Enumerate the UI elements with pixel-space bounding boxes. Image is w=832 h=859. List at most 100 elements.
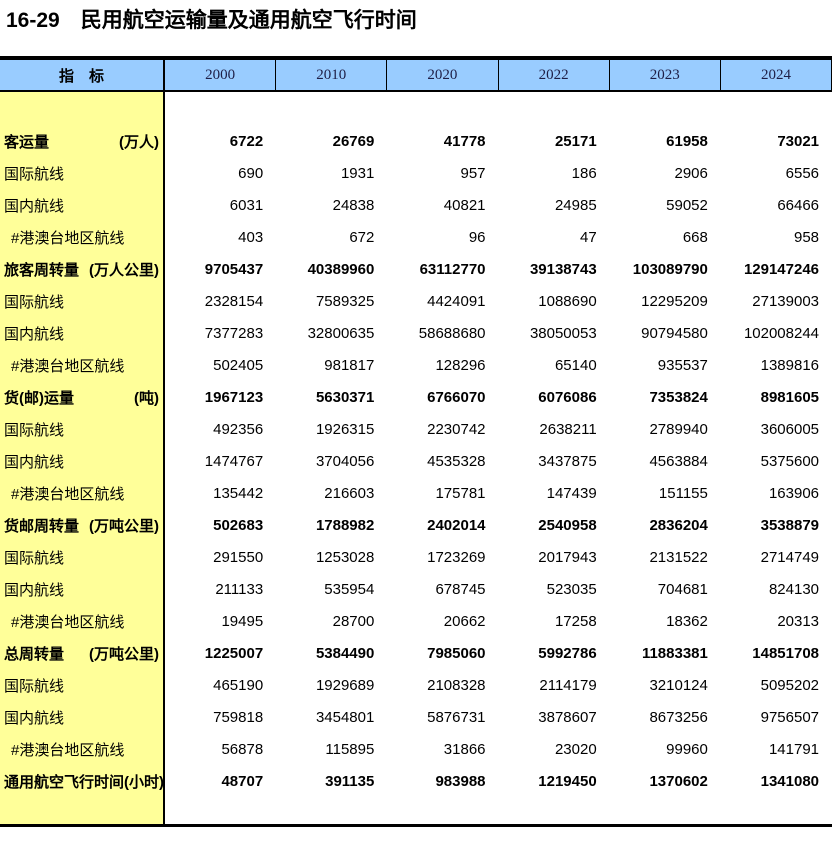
value-cell: 141791 [768,740,820,758]
value-cell: 115895 [325,740,375,758]
table-row: 国内航线 6031 24838 40821 24985 59052 66466 [0,189,832,221]
row-label-cell: #港澳台地区航线 [0,611,165,632]
value-cell: 5095202 [760,676,820,694]
value-cell: 7377283 [204,324,264,342]
row-label-cell: 国际航线 [0,675,165,696]
table-row: 国际航线 291550 1253028 1723269 2017943 2131522 27… [0,541,832,573]
value-cell: 824130 [768,580,820,598]
value-cell: 4424091 [427,292,486,310]
row-label: #港澳台地区航线 [11,229,125,247]
value-cell: 2906 [674,164,708,182]
value-cell: 24985 [554,196,597,214]
value-cell: 58688680 [418,324,486,342]
indicator-column-header: 指 标 [0,60,165,90]
value-cell: 1088690 [538,292,597,310]
value-cell: 1929689 [315,676,375,694]
value-cell: 935537 [657,356,708,374]
value-cell: 2328154 [204,292,264,310]
row-unit: (万人公里) [89,261,159,279]
page-title: 16-29 民用航空运输量及通用航空飞行时间 [6,9,417,32]
value-cell: 502683 [213,516,264,534]
value-cell: 2402014 [427,516,486,534]
value-cell: 216603 [324,484,375,502]
value-cell: 128296 [435,356,486,374]
value-cell: 690 [238,164,264,182]
value-cell: 492356 [213,420,264,438]
value-cell: 38050053 [529,324,597,342]
row-label: 国内航线 [4,581,65,599]
value-cell: 211133 [215,580,264,598]
value-cell: 103089790 [632,260,708,278]
value-cell: 3606005 [760,420,820,438]
table-row: #港澳台地区航线 403 672 96 47 668 958 [0,221,832,253]
value-cell: 4535328 [427,452,486,470]
value-cell: 668 [682,228,708,246]
value-cell: 20313 [777,612,820,630]
table-body: 客运量 (万人) 6722 26769 41778 25171 61958 73021 国际航线… [0,92,832,827]
row-label: #港澳台地区航线 [11,357,125,375]
value-cell: 957 [460,164,486,182]
row-label: 国内航线 [4,197,65,215]
value-cell: 2114179 [539,676,597,694]
value-cell: 1219450 [538,772,597,790]
value-cell: 3454801 [315,708,375,726]
row-label: 客运量 [4,133,50,151]
value-cell: 5630371 [315,388,375,406]
value-cell: 1341080 [760,772,820,790]
row-label-cell: 国际航线 [0,547,165,568]
value-cell: 3878607 [538,708,597,726]
value-cell: 5876731 [427,708,486,726]
row-label-cell: 国际航线 [0,163,165,184]
value-cell: 1225007 [204,644,264,662]
value-cell: 1967123 [204,388,264,406]
value-cell: 2540958 [538,516,597,534]
row-label: 通用航空飞行时间(小时) [4,773,164,791]
row-label: 货邮周转量 [4,517,80,535]
table-row: #港澳台地区航线 56878 115895 31866 23020 99960 141791 [0,733,832,765]
row-label-cell: 国际航线 [0,291,165,312]
table-row: 货(邮)运量 (吨) 1967123 5630371 6766070 6076086 735… [0,381,832,413]
value-cell: 175781 [435,484,486,502]
row-label-cell: 国内航线 [0,323,165,344]
value-cell: 6766070 [427,388,486,406]
year-column-header: 2022 [499,60,610,90]
value-cell: 90794580 [641,324,708,342]
value-cell: 523035 [546,580,597,598]
value-cell: 5375600 [760,452,820,470]
row-label: 货(邮)运量 [4,389,74,407]
table-row: 国内航线 1474767 3704056 4535328 3437875 4563884 5… [0,445,832,477]
value-cell: 19495 [221,612,264,630]
value-cell: 535954 [324,580,375,598]
value-cell: 1931 [340,164,375,182]
value-cell: 1723269 [427,548,486,566]
row-label: 国际航线 [4,293,65,311]
value-cell: 96 [468,228,486,246]
value-cell: 291550 [213,548,264,566]
table-row: 通用航空飞行时间(小时) 48707 391135 983988 1219450 1370… [0,765,832,797]
value-cell: 39138743 [529,260,597,278]
value-cell: 3437875 [538,452,597,470]
value-cell: 24838 [332,196,375,214]
row-label-cell: 总周转量 (万吨公里) [0,643,165,664]
year-column-header: 2020 [387,60,499,90]
value-cell: 672 [349,228,375,246]
value-cell: 2131522 [649,548,708,566]
row-label: 国际航线 [4,677,65,695]
row-label-cell: 国内航线 [0,451,165,472]
row-label-cell: #港澳台地区航线 [0,739,165,760]
value-cell: 1253028 [315,548,375,566]
value-cell: 983988 [435,772,486,790]
value-cell: 5992786 [538,644,597,662]
value-cell: 23020 [554,740,597,758]
year-column-header: 2023 [610,60,721,90]
row-label-cell: #港澳台地区航线 [0,355,165,376]
value-cell: 2789940 [649,420,708,438]
value-cell: 40821 [443,196,486,214]
value-cell: 27139003 [752,292,820,310]
row-label-cell: 国内航线 [0,579,165,600]
table-row: 国际航线 690 1931 957 186 2906 6556 [0,157,832,189]
row-label: 旅客周转量 [4,261,80,279]
value-cell: 2017943 [538,548,597,566]
value-cell: 151155 [658,484,708,502]
value-cell: 56878 [221,740,264,758]
